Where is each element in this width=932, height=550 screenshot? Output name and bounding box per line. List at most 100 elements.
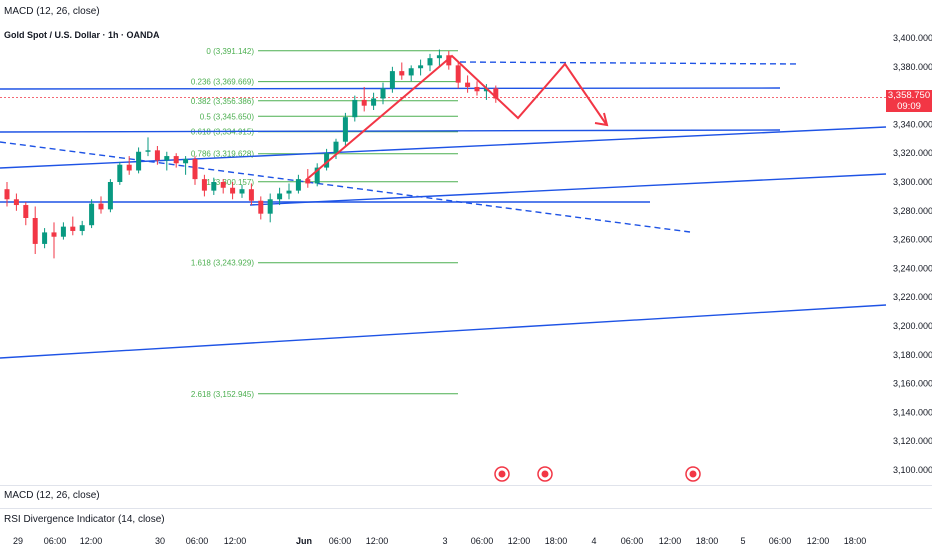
y-tick-label: 3,400.000 <box>893 33 932 43</box>
x-tick-label: 12:00 <box>366 536 389 546</box>
candle-body <box>295 179 301 191</box>
candle-body <box>145 150 151 152</box>
candle <box>117 161 123 185</box>
fib-level-label: 1 (3,300.157) <box>206 178 254 187</box>
fib-level-label: 0.618 (3,334.915) <box>191 128 254 137</box>
candle <box>107 179 113 213</box>
fib-level-label: 0.5 (3,345.650) <box>200 112 255 121</box>
candle-body <box>117 164 123 182</box>
candle <box>277 187 283 206</box>
y-tick-label: 3,300.000 <box>893 177 932 187</box>
candle <box>258 196 264 220</box>
candle-body <box>342 117 348 142</box>
last-price-badge: 3,358.750 09:09 <box>886 90 932 112</box>
candle-body <box>70 226 76 231</box>
x-tick-label: 06:00 <box>471 536 494 546</box>
price-axis[interactable]: 3,400.0003,380.0003,360.0003,340.0003,32… <box>893 33 932 475</box>
candle-body <box>154 150 160 161</box>
x-tick-label: 12:00 <box>807 536 830 546</box>
event-icon-dot <box>541 470 549 478</box>
candle-body <box>60 226 66 237</box>
candle <box>4 182 10 207</box>
x-tick-label: 12:00 <box>508 536 531 546</box>
candle-body <box>107 182 113 210</box>
fibonacci-retracement[interactable]: 0 (3,391.142) 0.236 (3,369.669) 0.382 (3,3… <box>191 47 458 399</box>
candle <box>371 92 377 110</box>
candle-body <box>211 182 217 191</box>
economic-events[interactable] <box>494 466 701 482</box>
x-tick-label: 5 <box>740 536 745 546</box>
candle-body <box>399 71 405 76</box>
candle <box>465 75 471 93</box>
dashed-trend-line <box>459 61 801 65</box>
pane-separator[interactable] <box>0 485 932 486</box>
candle <box>13 193 19 211</box>
fib-level-label: 1.618 (3,243.929) <box>191 259 254 268</box>
macd-top-label: MACD (12, 26, close) <box>4 6 100 17</box>
x-tick-label: 12:00 <box>80 536 103 546</box>
y-tick-label: 3,180.000 <box>893 350 932 360</box>
candle <box>314 163 320 187</box>
rsi-pane-label: RSI Divergence Indicator (14, close) <box>4 514 165 525</box>
candle-body <box>258 200 264 214</box>
candle-body <box>32 218 38 244</box>
candle <box>483 84 489 100</box>
candlestick-series <box>4 49 499 259</box>
projection-arrow <box>305 54 607 181</box>
candle <box>239 184 245 198</box>
arrow-head <box>594 112 609 127</box>
fib-level-label: 2.618 (3,152.945) <box>191 390 254 399</box>
candle-body <box>493 88 499 99</box>
candle <box>408 65 414 82</box>
x-tick-label: 06:00 <box>769 536 792 546</box>
candle-body <box>371 98 377 106</box>
candle <box>493 85 499 103</box>
candle <box>295 174 301 194</box>
candle <box>42 228 48 249</box>
candle-body <box>183 158 189 164</box>
x-tick-label: 3 <box>442 536 447 546</box>
candle <box>126 156 132 175</box>
candle-body <box>230 187 236 194</box>
y-tick-label: 3,100.000 <box>893 465 932 475</box>
candle <box>399 62 405 80</box>
candle <box>192 156 198 185</box>
candle <box>220 179 226 194</box>
y-tick-label: 3,320.000 <box>893 148 932 158</box>
candle <box>136 147 142 174</box>
candle <box>352 95 358 122</box>
y-tick-label: 3,220.000 <box>893 292 932 302</box>
trend-lines[interactable] <box>0 61 887 359</box>
trend-line <box>0 129 781 133</box>
candle-body <box>164 156 170 161</box>
candle-body <box>352 99 358 118</box>
candle-body <box>418 65 424 69</box>
candle-body <box>173 156 179 164</box>
candle-body <box>446 55 452 66</box>
candle-body <box>51 232 57 237</box>
x-tick-label: 12:00 <box>659 536 682 546</box>
candle <box>89 199 95 229</box>
candle-body <box>136 151 142 171</box>
x-tick-label: Jun <box>296 536 312 546</box>
x-tick-label: 06:00 <box>44 536 67 546</box>
bar-countdown: 09:09 <box>897 101 921 112</box>
y-tick-label: 3,140.000 <box>893 407 932 417</box>
candle <box>455 61 461 89</box>
projection-path[interactable] <box>305 54 609 181</box>
candle <box>361 86 367 112</box>
x-tick-label: 4 <box>591 536 596 546</box>
symbol-title: Gold Spot / U.S. Dollar · 1h · OANDA <box>4 30 160 40</box>
x-tick-label: 18:00 <box>545 536 568 546</box>
candle-body <box>305 179 311 184</box>
time-axis[interactable]: 29 06:00 12:00 30 06:00 12:00 Jun 06:00 12:00 3 06… <box>13 536 866 546</box>
candle <box>201 174 207 197</box>
pane-separator[interactable] <box>0 508 932 509</box>
candle-body <box>389 71 395 89</box>
candle <box>446 50 452 70</box>
candle-body <box>201 179 207 191</box>
candle <box>145 137 151 157</box>
candle <box>164 151 170 171</box>
candle-body <box>220 182 226 188</box>
